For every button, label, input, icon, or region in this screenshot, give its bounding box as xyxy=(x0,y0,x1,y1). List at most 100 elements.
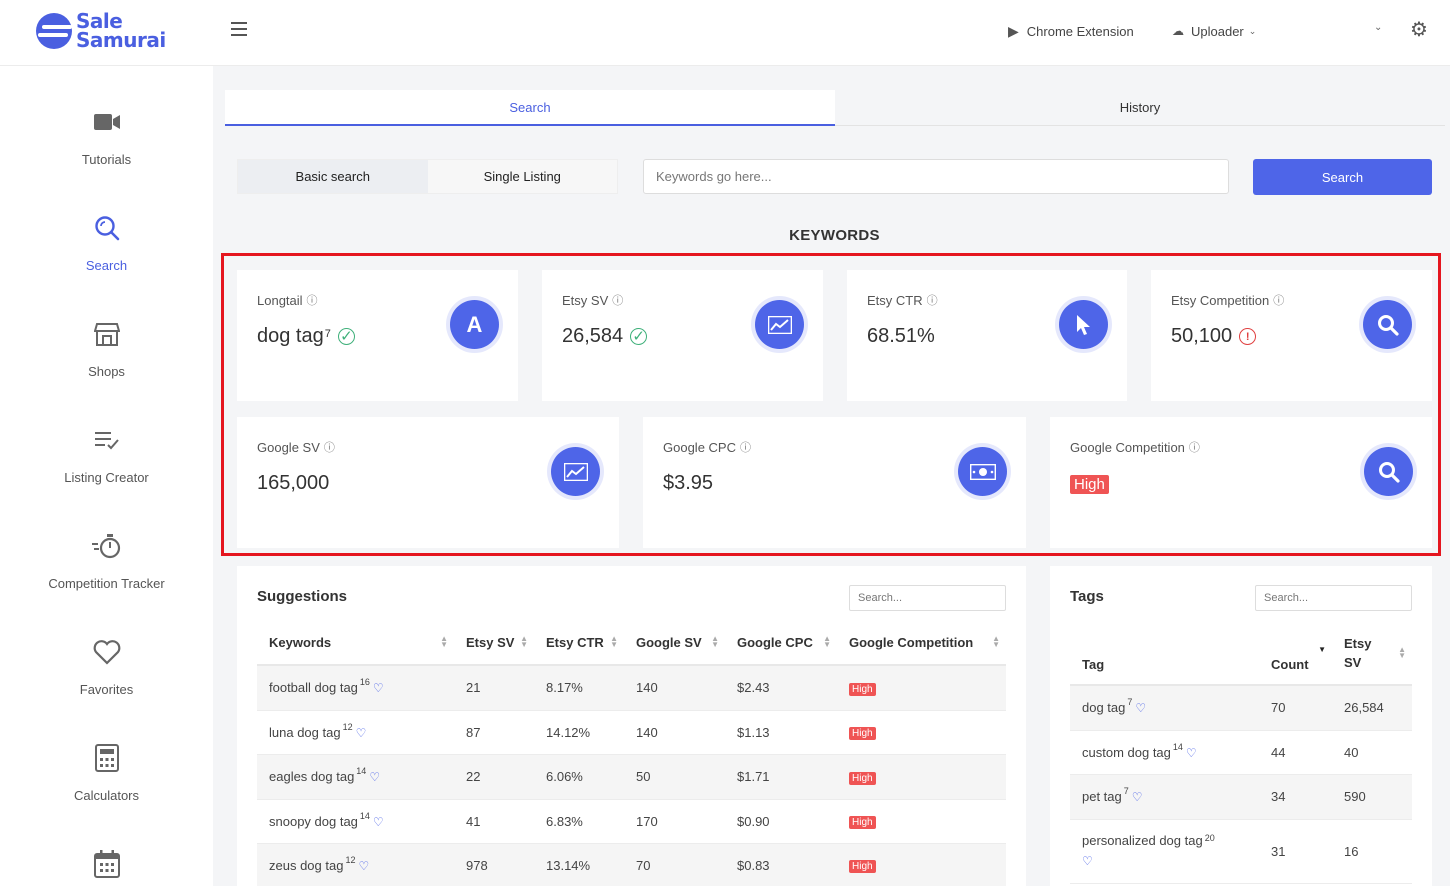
suggestions-table: Keywords ▲ ▼ Etsy SV ▲ ▼ Etsy CTR ▲ ▼ Google S… xyxy=(257,621,1006,886)
metric-label: Google SV xyxy=(257,439,320,455)
table-row: custom dog tag 14 ♡ 44 40 xyxy=(1070,730,1412,775)
table-row: eagles dog tag 14 ♡ 22 6.06% 50 $1.71 High xyxy=(257,754,1006,800)
settings-gear-icon[interactable]: ⚙ xyxy=(1410,19,1428,41)
competition-badge: High xyxy=(849,682,876,696)
keywords-section-title: KEYWORDS xyxy=(789,227,880,244)
tags-search-input[interactable] xyxy=(1255,585,1412,611)
suggestions-panel: Suggestions Keywords▲▼ Etsy SV▲▼ Etsy CT… xyxy=(237,566,1026,886)
favorite-heart-icon[interactable]: ♡ xyxy=(1082,854,1093,868)
sort-icon: ▲ ▼ xyxy=(440,634,448,649)
info-icon[interactable]: ⓘ xyxy=(1273,295,1285,307)
tab-bar: Search History xyxy=(225,90,1450,126)
search-mode-toggle: Basic search Single Listing xyxy=(237,159,618,194)
word-count-sup: 7 xyxy=(324,327,331,340)
sidebar-item-search[interactable]: Search xyxy=(0,210,213,290)
sidebar-item-calendar[interactable] xyxy=(0,846,213,886)
column-header-etsy-sv[interactable]: Etsy SV ▲ ▼ xyxy=(454,621,534,666)
metric-card-etsy-ctr: Etsy CTR ⓘ 68.51% xyxy=(847,270,1127,401)
store-icon xyxy=(0,316,213,352)
sidebar-item-calculators[interactable]: Calculators xyxy=(0,740,213,820)
keywords-input[interactable] xyxy=(643,159,1229,194)
column-header-google-competition[interactable]: Google Competition ▲ ▼ xyxy=(837,621,1006,666)
search-button[interactable]: Search xyxy=(1253,159,1432,195)
metric-label: Etsy CTR xyxy=(867,292,923,308)
column-header-keywords[interactable]: Keywords ▲ ▼ xyxy=(257,621,454,666)
calculator-icon xyxy=(0,740,213,776)
metric-card-longtail: Longtail ⓘ dog tag 7 ✓ A xyxy=(237,270,518,401)
favorite-heart-icon[interactable]: ♡ xyxy=(355,725,367,740)
metric-label: Etsy SV xyxy=(562,292,609,308)
letter-a-icon: A xyxy=(450,300,499,349)
logo-mark-icon xyxy=(36,13,72,49)
column-header-google-sv[interactable]: Google SV ▲ ▼ xyxy=(624,621,725,666)
table-row: snoopy dog tag 14 ♡ 41 6.83% 170 $0.90 Hig… xyxy=(257,799,1006,844)
info-icon[interactable]: ⓘ xyxy=(612,295,624,307)
top-bar: Sale Samurai ▶ Chrome Extension ☁ Upload… xyxy=(0,0,1450,66)
main-content: Search History Basic search Single Listi… xyxy=(213,66,1450,886)
tag-link: personalized dog tag xyxy=(1082,833,1203,848)
cloud-upload-icon: ☁ xyxy=(1172,24,1184,38)
sale-samurai-logo[interactable]: Sale Samurai xyxy=(36,11,176,52)
account-chevron-down-icon[interactable]: ⌄ xyxy=(1374,22,1383,33)
column-header-count[interactable]: Count ▼ xyxy=(1259,621,1332,686)
search-icon xyxy=(0,210,213,246)
sort-desc-icon: ▼ xyxy=(1318,645,1326,654)
tags-title: Tags xyxy=(1070,588,1104,605)
table-row: pet tag 7 ♡ 34 590 xyxy=(1070,774,1412,820)
info-icon[interactable]: ⓘ xyxy=(926,295,938,307)
favorite-heart-icon[interactable]: ♡ xyxy=(369,770,381,784)
sidebar-item-favorites[interactable]: Favorites xyxy=(0,634,213,714)
sidebar-item-competition-tracker[interactable]: Competition Tracker xyxy=(0,528,213,608)
favorite-heart-icon[interactable]: ♡ xyxy=(372,814,384,829)
favorite-heart-icon[interactable]: ♡ xyxy=(1185,745,1197,760)
info-icon[interactable]: ⓘ xyxy=(1188,442,1200,454)
table-row: zeus dog tag 12 ♡ 978 13.14% 70 $0.83 High xyxy=(257,843,1006,886)
chrome-extension-label: Chrome Extension xyxy=(1026,23,1134,39)
tab-history[interactable]: History xyxy=(835,90,1445,126)
metric-value: 165,000 xyxy=(257,472,330,494)
column-header-etsy-ctr[interactable]: Etsy CTR ▲ ▼ xyxy=(534,621,624,666)
info-icon[interactable]: ⓘ xyxy=(739,442,751,454)
table-row: luna dog tag 12 ♡ 87 14.12% 140 $1.13 High xyxy=(257,710,1006,755)
cursor-pointer-icon xyxy=(1059,300,1108,349)
single-listing-button[interactable]: Single Listing xyxy=(483,169,561,184)
play-store-icon: ▶ xyxy=(1008,22,1019,39)
favorite-heart-icon[interactable]: ♡ xyxy=(1135,701,1147,716)
suggestions-search-input[interactable] xyxy=(849,585,1006,611)
tag-link: pet tag xyxy=(1082,789,1122,804)
competition-badge: High xyxy=(1070,475,1109,494)
tab-search[interactable]: Search xyxy=(225,90,835,126)
calendar-icon xyxy=(0,846,213,882)
column-header-tag[interactable]: Tag xyxy=(1070,621,1259,686)
sort-icon: ▲ ▼ xyxy=(823,634,831,649)
uploader-label: Uploader xyxy=(1191,23,1244,39)
list-edit-icon xyxy=(0,422,213,458)
tag-link: custom dog tag xyxy=(1082,744,1171,760)
money-bill-icon xyxy=(958,447,1007,496)
metric-label: Google CPC xyxy=(663,439,736,455)
chrome-extension-link[interactable]: ▶ Chrome Extension xyxy=(1008,20,1134,42)
keyword-link: eagles dog tag xyxy=(269,769,355,784)
basic-search-button[interactable]: Basic search xyxy=(238,160,428,193)
favorite-heart-icon[interactable]: ♡ xyxy=(372,681,384,696)
column-header-etsy-sv[interactable]: Etsy SV ▲ ▼ xyxy=(1332,621,1412,686)
sidebar-item-shops[interactable]: Shops xyxy=(0,316,213,396)
sidebar-item-listing-creator[interactable]: Listing Creator xyxy=(0,422,213,502)
magnifier-icon xyxy=(1364,447,1413,496)
sidebar-item-tutorials[interactable]: Tutorials xyxy=(0,104,213,184)
competition-badge: High xyxy=(849,727,876,740)
column-header-google-cpc[interactable]: Google CPC ▲ ▼ xyxy=(725,621,837,666)
sort-icon: ▲ ▼ xyxy=(610,634,618,649)
favorite-heart-icon[interactable]: ♡ xyxy=(358,858,370,873)
check-circle-icon: ✓ xyxy=(337,328,355,345)
info-icon[interactable]: ⓘ xyxy=(306,295,318,307)
metric-card-etsy-competition: Etsy Competition ⓘ 50,100! xyxy=(1151,270,1432,401)
tags-table: Tag Count ▼ Etsy SV ▲ ▼ dog tag 7 ♡ 70 26,584 … xyxy=(1070,621,1412,884)
favorite-heart-icon[interactable]: ♡ xyxy=(1131,790,1143,804)
competition-badge: High xyxy=(849,860,876,873)
info-icon[interactable]: ⓘ xyxy=(323,442,335,454)
sidebar: Tutorials Search Shops Listing Creator C… xyxy=(0,66,213,886)
suggestions-title: Suggestions xyxy=(257,588,348,605)
uploader-dropdown[interactable]: ☁ Uploader ⌄ xyxy=(1172,20,1256,42)
menu-toggle-button[interactable] xyxy=(231,22,247,36)
